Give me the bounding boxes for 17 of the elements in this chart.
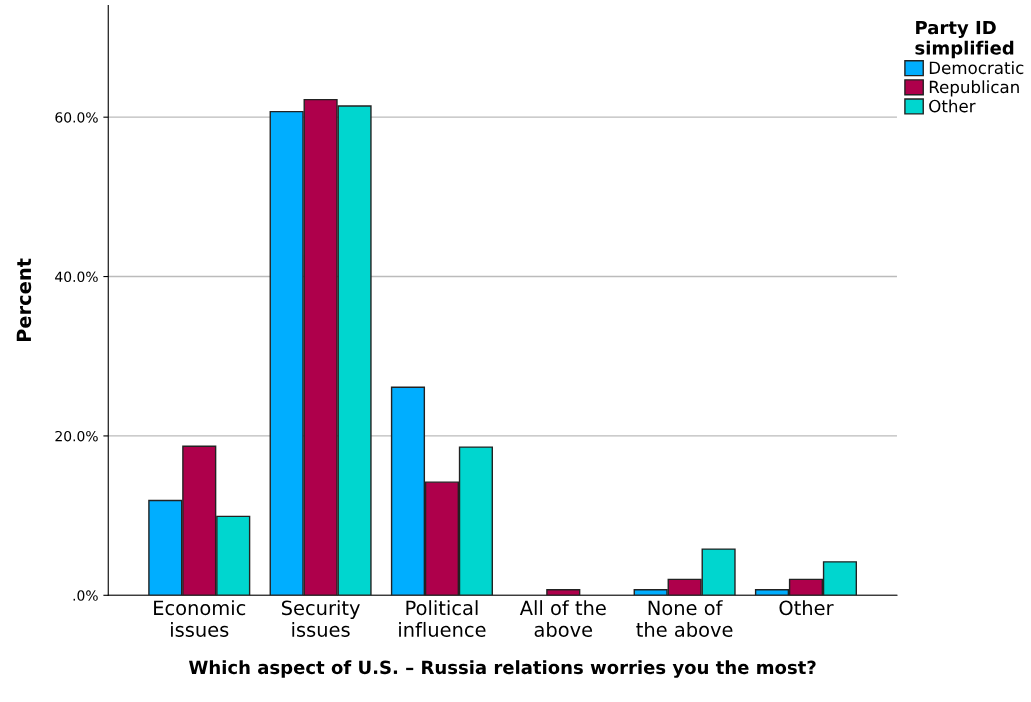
x-tick-label: All of the above (519, 600, 606, 637)
x-tick-label: Security issues (281, 600, 360, 637)
legend-label: Republican (929, 80, 1019, 97)
legend-label: Other (929, 99, 976, 113)
y-tick-label: 20.0% (55, 430, 98, 442)
x-tick-label: Other (779, 600, 834, 616)
bar (546, 589, 581, 596)
x-tick-label: Economic issues (154, 600, 246, 637)
legend-label: Democratic (929, 61, 1024, 75)
x-tick-label: Political influence (399, 600, 486, 637)
y-tick-label: 40.0% (55, 271, 98, 283)
legend-title: Party ID simplified (915, 20, 1014, 59)
y-axis-title: Percent (16, 258, 32, 342)
x-tick-label: None of the above (636, 600, 733, 637)
y-tick-label: 60.0% (55, 112, 98, 123)
x-axis-title: Which aspect of U.S. – Russia relations worries you the most? (188, 660, 816, 678)
y-tick-label: .0% (73, 590, 98, 601)
